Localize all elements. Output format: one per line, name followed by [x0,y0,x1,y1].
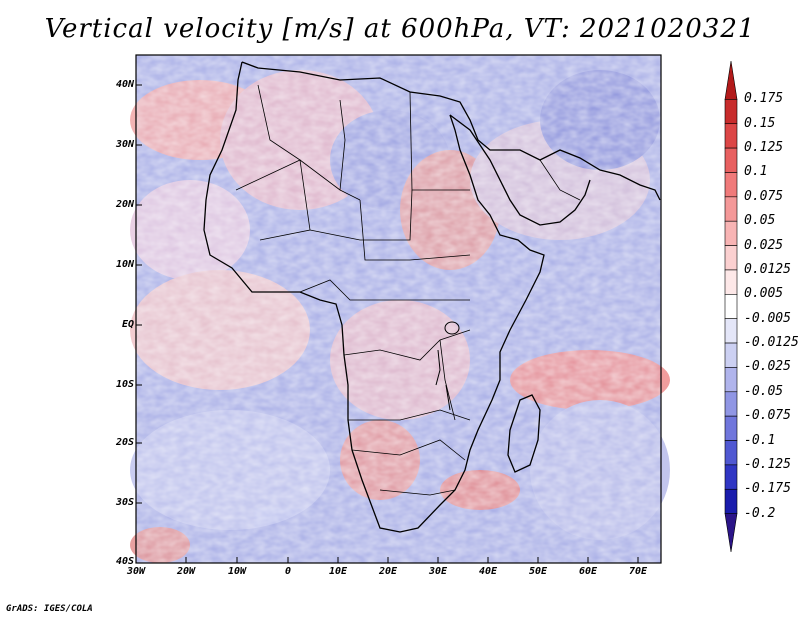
colorbar-level-label: -0.175 [744,481,791,497]
x-tick-label: 60E [578,566,598,577]
colorbar-level-label: -0.05 [744,383,784,399]
colorbar-level-label: 0.125 [744,140,784,156]
y-tick-label: 30N [115,139,134,150]
x-tick-label: 20W [176,566,196,577]
x-tick-label: 10W [227,566,247,577]
country-borders [235,84,581,496]
credit-text: GrADS: IGES/COLA [6,604,93,614]
colorbar-swatch [724,99,738,125]
colorbar-level-label: 0.175 [744,91,784,107]
colorbar-level-label: -0.025 [744,359,791,375]
lakes [435,321,460,411]
x-tick-label: 70E [628,566,648,577]
y-tick-label: 40N [115,79,134,90]
colorbar-swatch [724,220,738,246]
colorbar-level-label: -0.075 [744,408,791,424]
colorbar-swatch [724,391,738,417]
colorbar [724,60,738,553]
colorbar-level-label: 0.15 [744,115,776,131]
y-tick-label: 20N [115,199,134,210]
colorbar-swatch [724,245,738,271]
y-tick-label: 30S [115,497,134,508]
y-tick-label: 10N [115,259,134,270]
colorbar-level-label: 0.075 [744,188,784,204]
colorbar-swatch [724,172,738,198]
x-tick-label: 50E [528,566,548,577]
x-tick-label: 20E [378,566,398,577]
field-texture [136,55,661,563]
colorbar-level-label: -0.2 [744,505,776,521]
y-tick-label: 40S [115,556,134,567]
x-tick-label: 30W [126,566,146,577]
colorbar-swatch [724,60,738,100]
x-tick-label: 0 [284,566,292,577]
coastlines [203,61,661,533]
colorbar-swatch [724,440,738,466]
colorbar-swatch [724,123,738,149]
colorbar-level-label: 0.005 [744,286,784,302]
axis-ticks [136,84,639,563]
colorbar-swatch [724,318,738,344]
x-tick-label: 40E [478,566,498,577]
colorbar-level-label: 0.025 [744,237,784,253]
colorbar-level-label: 0.0125 [744,261,791,277]
colorbar-swatch [724,294,738,319]
colorbar-swatch [724,513,738,553]
colorbar-level-label: -0.125 [744,456,791,472]
colorbar-swatch [724,342,738,368]
colorbar-swatch [724,269,738,295]
colorbar-level-label: 0.1 [744,164,768,180]
colorbar-swatch [724,147,738,173]
colorbar-swatch [724,415,738,441]
colorbar-swatch [724,464,738,490]
x-tick-label: 30E [428,566,448,577]
colorbar-swatch [724,367,738,393]
colorbar-level-label: 0.05 [744,213,776,229]
y-tick-label: EQ [121,319,134,330]
colorbar-level-label: -0.1 [744,432,776,448]
map-frame [135,54,662,564]
colorbar-level-label: -0.0125 [744,335,799,351]
x-tick-label: 10E [328,566,348,577]
colorbar-level-label: -0.005 [744,310,791,326]
y-tick-label: 10S [115,379,134,390]
colorbar-swatch [724,196,738,222]
map-title: Vertical velocity [m/s] at 600hPa, VT: 2… [44,14,756,44]
y-tick-label: 20S [115,437,134,448]
colorbar-swatch [724,488,738,514]
